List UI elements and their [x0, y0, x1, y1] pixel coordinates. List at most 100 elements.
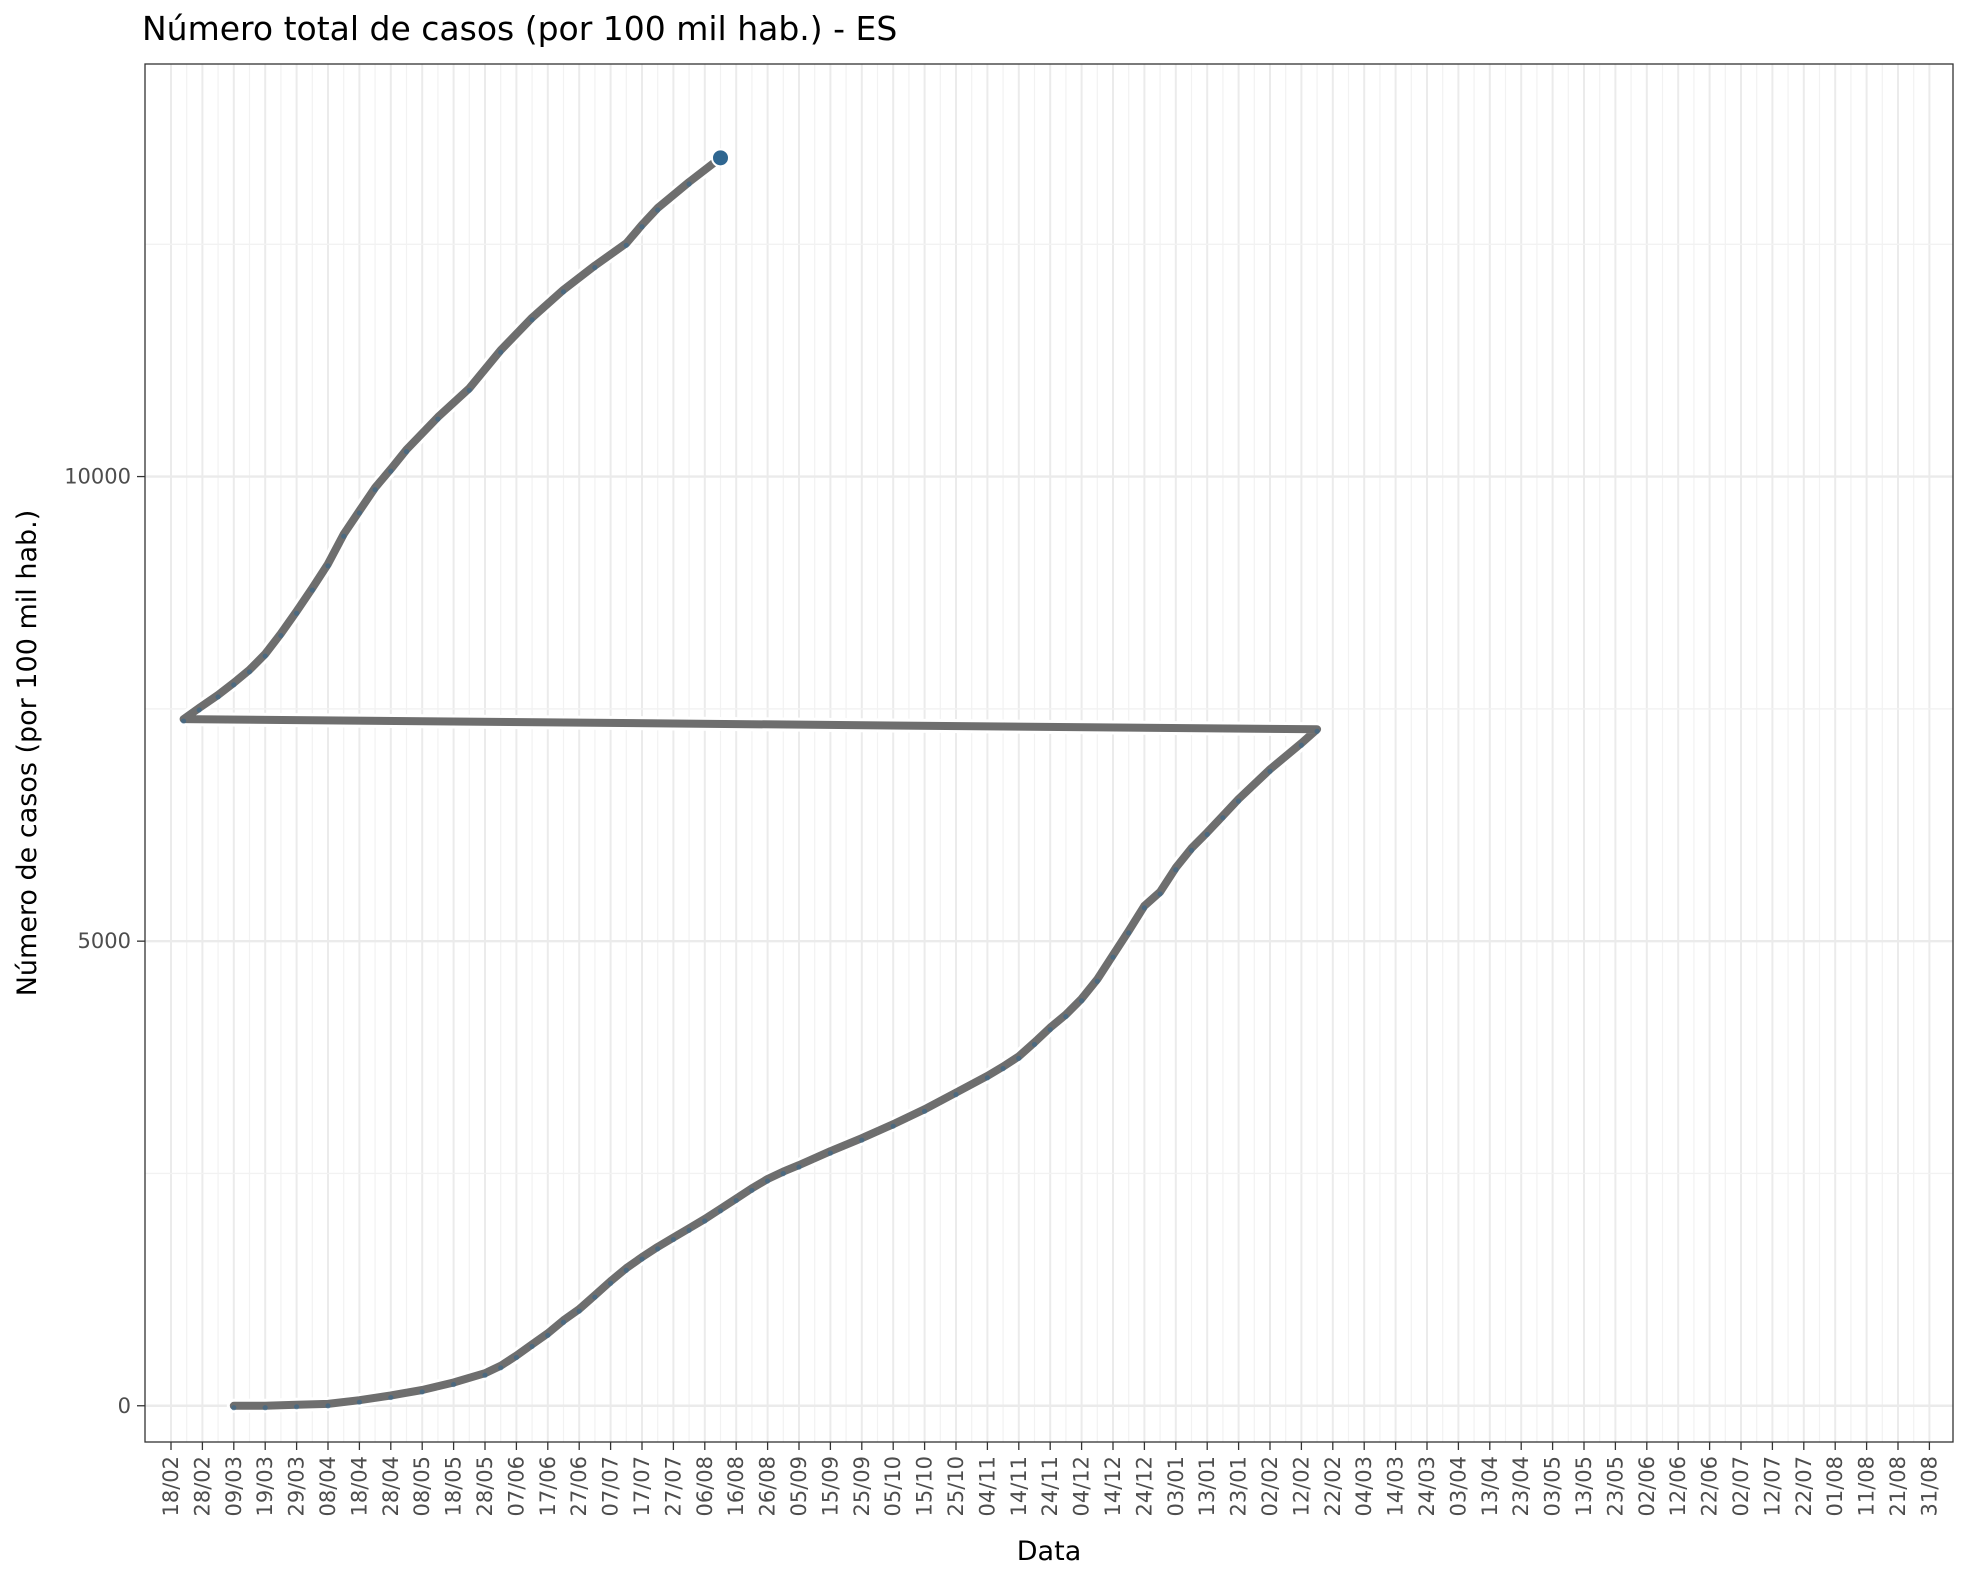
x-tick-label: 03/04 — [1446, 1456, 1470, 1517]
x-tick-label: 08/04 — [316, 1456, 340, 1517]
x-tick-label: 04/11 — [975, 1456, 999, 1517]
x-tick-label: 07/06 — [504, 1456, 528, 1517]
x-tick-label: 21/08 — [1886, 1456, 1910, 1517]
x-tick-label: 01/08 — [1823, 1456, 1847, 1517]
x-tick-label: 23/04 — [1509, 1456, 1533, 1517]
x-tick-label: 19/03 — [253, 1456, 277, 1517]
data-point — [231, 1405, 237, 1411]
x-axis-title: Data — [1017, 1536, 1081, 1567]
data-point — [827, 1150, 834, 1156]
data-point — [419, 1389, 425, 1395]
x-tick-label: 22/06 — [1698, 1456, 1722, 1517]
plot-border — [144, 63, 1954, 1443]
data-point — [733, 1197, 739, 1204]
x-tick-label: 17/06 — [536, 1456, 560, 1517]
plot-background — [145, 64, 1953, 1442]
x-tick-label: 15/09 — [818, 1456, 842, 1517]
data-point — [262, 653, 268, 659]
data-point — [451, 1381, 457, 1388]
data-point — [513, 1354, 520, 1361]
x-tick-label: 03/05 — [1541, 1456, 1565, 1517]
x-tick-label: 02/07 — [1729, 1456, 1753, 1517]
y-axis: 0 5000 10000 — [64, 465, 145, 1418]
last-data-point — [711, 148, 730, 168]
data-point — [749, 1187, 755, 1193]
y-tick-label: 10000 — [64, 465, 131, 489]
data-point — [466, 387, 472, 393]
data-point — [623, 1267, 629, 1273]
data-point — [325, 563, 331, 569]
data-point — [1314, 728, 1320, 734]
data-point — [702, 1218, 708, 1224]
data-point — [1204, 831, 1210, 838]
data-point — [294, 1404, 300, 1410]
data-point — [1063, 1013, 1069, 1020]
x-tick-label: 04/12 — [1070, 1456, 1094, 1517]
x-tick-label: 25/10 — [944, 1456, 968, 1517]
data-point — [686, 1227, 692, 1233]
x-tick-label: 31/08 — [1917, 1456, 1941, 1517]
data-point — [435, 416, 441, 422]
data-point — [655, 1246, 661, 1252]
data-point — [215, 694, 221, 700]
data-point — [608, 1280, 614, 1286]
x-tick-label: 18/04 — [347, 1456, 371, 1517]
data-point — [984, 1075, 991, 1081]
data-point — [1016, 1055, 1022, 1061]
x-tick-label: 18/05 — [442, 1456, 466, 1517]
x-tick-label: 05/09 — [787, 1456, 811, 1517]
x-axis: 18/02 28/02 09/03 19/03 29/03 08/04 18/04 28/04… — [159, 1442, 1941, 1517]
data-point — [482, 1372, 488, 1378]
x-tick-label: 27/06 — [567, 1456, 591, 1517]
data-point — [403, 449, 410, 455]
x-tick-label: 07/07 — [599, 1456, 623, 1517]
data-point — [294, 610, 300, 616]
data-point — [1188, 847, 1195, 853]
series-layer — [176, 148, 1325, 1413]
data-point — [498, 349, 504, 355]
data-point — [1047, 1026, 1053, 1033]
data-point — [560, 1319, 567, 1325]
x-tick-label: 04/03 — [1352, 1456, 1376, 1517]
x-tick-label: 27/07 — [661, 1456, 685, 1517]
data-point — [922, 1108, 928, 1114]
data-point — [670, 1236, 677, 1243]
data-point — [278, 632, 284, 639]
x-tick-label: 06/08 — [693, 1456, 717, 1517]
x-tick-label: 29/03 — [285, 1456, 309, 1517]
x-tick-label: 18/02 — [159, 1456, 183, 1517]
x-tick-label: 03/01 — [1164, 1456, 1188, 1517]
data-point — [1126, 930, 1132, 936]
x-tick-label: 12/02 — [1289, 1456, 1313, 1517]
data-point — [325, 1403, 331, 1409]
x-tick-label: 23/01 — [1227, 1456, 1251, 1517]
data-point — [388, 1394, 394, 1401]
chart-title: Número total de casos (por 100 mil hab.)… — [142, 9, 897, 48]
data-point — [246, 669, 253, 675]
x-tick-label: 12/06 — [1666, 1456, 1690, 1517]
data-point — [655, 207, 661, 213]
x-tick-label: 28/04 — [379, 1456, 403, 1517]
data-point — [196, 707, 202, 713]
x-tick-label: 24/12 — [1132, 1456, 1156, 1517]
series-line — [179, 153, 1322, 1410]
data-point — [592, 265, 598, 271]
data-point — [1267, 768, 1273, 774]
x-tick-label: 14/03 — [1384, 1456, 1408, 1517]
x-tick-label: 28/02 — [190, 1456, 214, 1517]
x-tick-label: 25/09 — [850, 1456, 874, 1517]
x-tick-label: 14/11 — [1007, 1456, 1031, 1517]
x-tick-label: 02/06 — [1635, 1456, 1659, 1517]
y-tick-label: 0 — [118, 1394, 131, 1418]
y-axis-title: Número de casos (por 100 mil hab.) — [12, 510, 43, 997]
data-point — [529, 317, 535, 323]
data-point — [1141, 905, 1147, 911]
data-point — [356, 1399, 362, 1405]
data-point — [388, 468, 394, 474]
data-point — [859, 1137, 865, 1143]
data-point — [576, 1308, 582, 1314]
data-point — [1000, 1066, 1006, 1072]
data-point — [592, 1294, 598, 1300]
y-tick-label: 5000 — [78, 929, 131, 953]
